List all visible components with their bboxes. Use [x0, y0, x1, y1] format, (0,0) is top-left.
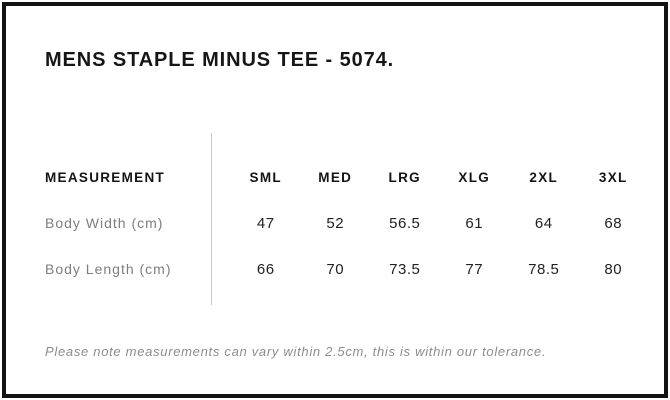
table-row-body-length: Body Length (cm) 66 70 73.5 77 78.5 80: [45, 246, 648, 292]
table-column-divider: [211, 133, 212, 305]
column-header-sml: SML: [249, 169, 282, 185]
cell-body-width-3xl: 68: [604, 214, 623, 232]
column-header-2xl: 2XL: [529, 169, 559, 185]
cell-body-width-lrg: 56.5: [389, 214, 421, 232]
column-header-3xl: 3XL: [598, 169, 628, 185]
size-chart-table: MEASUREMENT SML MED LRG XLG 2XL 3XL Body…: [45, 154, 648, 292]
cell-body-width-2xl: 64: [534, 214, 553, 232]
row-label-body-length: Body Length (cm): [45, 261, 172, 277]
column-header-lrg: LRG: [388, 169, 421, 185]
row-label-body-width: Body Width (cm): [45, 215, 164, 231]
cell-body-width-sml: 47: [256, 214, 275, 232]
column-header-measurement: MEASUREMENT: [45, 169, 166, 185]
cell-body-width-med: 52: [326, 214, 345, 232]
column-header-xlg: XLG: [458, 169, 491, 185]
page-title: MENS STAPLE MINUS TEE - 5074.: [45, 49, 395, 71]
table-header-row: MEASUREMENT SML MED LRG XLG 2XL 3XL: [45, 154, 648, 200]
cell-body-length-sml: 66: [256, 260, 275, 278]
cell-body-length-med: 70: [326, 260, 345, 278]
cell-body-width-xlg: 61: [465, 214, 484, 232]
tolerance-note: Please note measurements can vary within…: [45, 344, 547, 359]
cell-body-length-2xl: 78.5: [528, 260, 560, 278]
cell-body-length-3xl: 80: [604, 260, 623, 278]
cell-body-length-lrg: 73.5: [389, 260, 421, 278]
column-header-med: MED: [318, 169, 353, 185]
cell-body-length-xlg: 77: [465, 260, 484, 278]
table-row-body-width: Body Width (cm) 47 52 56.5 61 64 68: [45, 200, 648, 246]
